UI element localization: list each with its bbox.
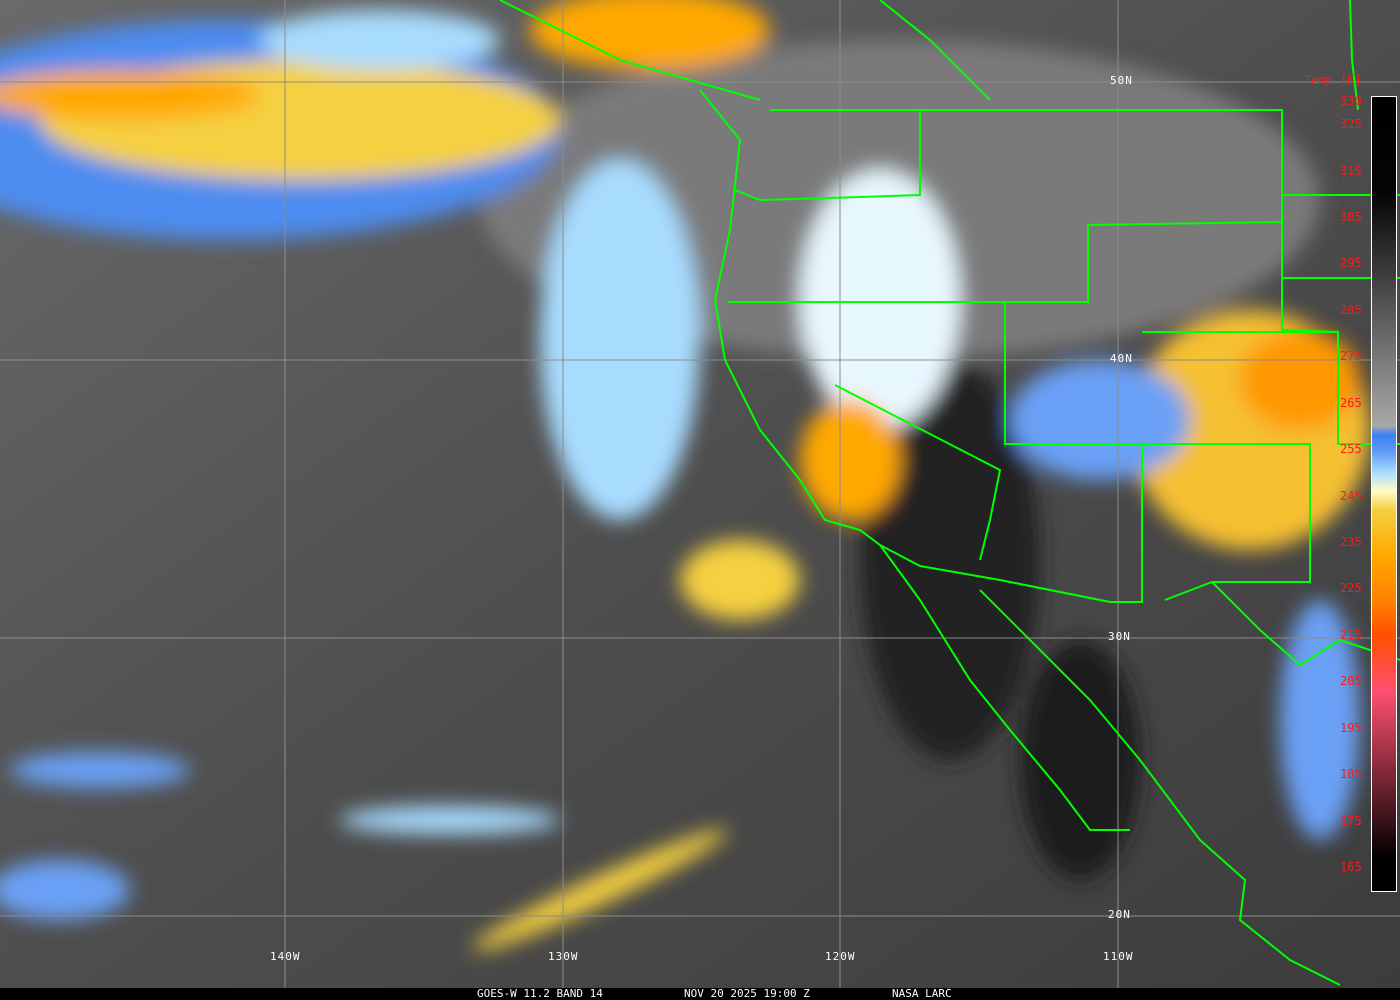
lat-label: 50N <box>1110 74 1133 87</box>
colorbar-tick-label: 225 <box>1340 581 1362 596</box>
colorbar-tick-label: 205 <box>1340 674 1362 689</box>
lon-label: 110W <box>1103 950 1134 963</box>
lat-label: 20N <box>1108 908 1131 921</box>
colorbar-tick-label: 275 <box>1340 349 1362 364</box>
lon-label: 140W <box>270 950 301 963</box>
footer-bar: GOES-W 11.2 BAND 14 NOV 20 2025 19:00 Z … <box>0 988 1400 1000</box>
colorbar-tick-label: 315 <box>1340 163 1362 178</box>
colorbar-tick-label: 265 <box>1340 395 1362 410</box>
colorbar-title: Temp [K] <box>1304 73 1362 87</box>
colorbar-tick-label: 215 <box>1340 627 1362 642</box>
lat-label: 40N <box>1110 352 1133 365</box>
colorbar-tick-label: 330 <box>1340 94 1362 108</box>
satellite-band-label: GOES-W 11.2 BAND 14 <box>477 987 603 1000</box>
political-borders <box>499 0 1400 986</box>
lon-label: 120W <box>825 950 856 963</box>
colorbar-tick-label: 285 <box>1340 302 1362 317</box>
colorbar-tick-label: 245 <box>1340 488 1362 503</box>
colorbar-tick-label: 295 <box>1340 256 1362 271</box>
colorbar-tick-label: 165 <box>1340 860 1362 874</box>
colorbar-tick-label: 195 <box>1340 720 1362 735</box>
source-label: NASA LARC <box>892 987 952 1000</box>
colorbar-tick-label: 255 <box>1340 442 1362 457</box>
colorbar-tick-label: 175 <box>1340 813 1362 828</box>
colorbar <box>1371 96 1397 892</box>
datetime-label: NOV 20 2025 19:00 Z <box>684 987 810 1000</box>
colorbar-tick-label: 305 <box>1340 210 1362 225</box>
lon-label: 130W <box>548 950 579 963</box>
colorbar-tick-label: 235 <box>1340 535 1362 550</box>
colorbar-tick-label: 325 <box>1340 117 1362 132</box>
colorbar-tick-label: 185 <box>1340 767 1362 782</box>
lat-label: 30N <box>1108 630 1131 643</box>
